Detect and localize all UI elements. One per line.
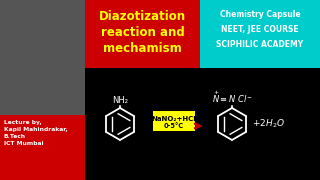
Text: Lecture by,
Kapil Mahindrakar,
B.Tech
ICT Mumbai: Lecture by, Kapil Mahindrakar, B.Tech IC… bbox=[4, 120, 68, 146]
Text: NEET, JEE COURSE: NEET, JEE COURSE bbox=[221, 25, 299, 34]
Text: Chemistry Capsule: Chemistry Capsule bbox=[220, 10, 300, 19]
Text: NaNO₂+HCl: NaNO₂+HCl bbox=[152, 116, 196, 122]
Bar bbox=[200, 0, 320, 68]
Text: $\overset{+}{N}{\equiv}N\ Cl^{-}$: $\overset{+}{N}{\equiv}N\ Cl^{-}$ bbox=[212, 88, 252, 105]
Text: 0-5°C: 0-5°C bbox=[164, 123, 184, 129]
Text: NH₂: NH₂ bbox=[112, 96, 128, 105]
Text: $+2H_2O$: $+2H_2O$ bbox=[252, 118, 285, 130]
Bar bbox=[85, 0, 200, 68]
Bar bbox=[0, 0, 85, 115]
Text: Diazotization
reaction and
mechamism: Diazotization reaction and mechamism bbox=[99, 10, 186, 55]
Bar bbox=[153, 111, 195, 131]
Text: SCIPHILIC ACADEMY: SCIPHILIC ACADEMY bbox=[216, 40, 304, 49]
Bar bbox=[0, 115, 85, 180]
